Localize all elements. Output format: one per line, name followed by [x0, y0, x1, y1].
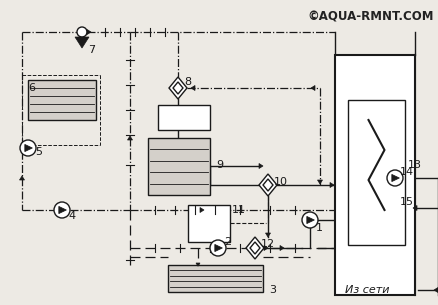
Text: 9: 9 [215, 160, 223, 170]
Text: 4: 4 [68, 211, 75, 221]
Bar [28, 80, 96, 120]
Polygon shape [195, 263, 200, 266]
Polygon shape [317, 180, 322, 184]
Polygon shape [75, 37, 89, 48]
Circle shape [77, 27, 87, 37]
Text: 6: 6 [28, 83, 35, 93]
Bar [334, 55, 414, 295]
Bar [158, 105, 209, 130]
Text: 14: 14 [399, 167, 413, 177]
Text: ©AQUA-RMNT.COM: ©AQUA-RMNT.COM [307, 10, 433, 23]
Text: 13: 13 [407, 160, 421, 170]
Text: 1: 1 [315, 223, 322, 233]
Text: 11: 11 [231, 205, 245, 215]
Polygon shape [19, 176, 25, 180]
Text: 7: 7 [88, 45, 95, 55]
Text: 3: 3 [268, 285, 276, 295]
Polygon shape [329, 182, 333, 188]
Bar [168, 265, 262, 292]
Polygon shape [169, 77, 187, 99]
Bar [187, 205, 230, 242]
Polygon shape [265, 233, 270, 237]
Polygon shape [87, 30, 91, 34]
Polygon shape [200, 207, 204, 213]
Polygon shape [59, 206, 66, 214]
Text: 2: 2 [223, 237, 230, 247]
Polygon shape [127, 136, 132, 140]
Text: 8: 8 [184, 77, 191, 87]
Polygon shape [173, 82, 183, 94]
Text: 10: 10 [273, 177, 287, 187]
Polygon shape [263, 246, 267, 250]
Polygon shape [214, 244, 222, 252]
Text: 12: 12 [261, 239, 275, 249]
Bar [148, 138, 209, 195]
Polygon shape [262, 179, 272, 191]
Circle shape [301, 212, 317, 228]
Polygon shape [245, 237, 263, 259]
Polygon shape [191, 85, 194, 91]
Circle shape [54, 202, 70, 218]
Polygon shape [391, 174, 399, 181]
Polygon shape [25, 144, 32, 152]
Circle shape [209, 240, 226, 256]
Circle shape [386, 170, 402, 186]
Circle shape [20, 140, 36, 156]
Polygon shape [250, 242, 259, 254]
Polygon shape [306, 217, 314, 224]
Text: Из сети: Из сети [344, 285, 389, 295]
Text: 5: 5 [35, 147, 42, 157]
Bar [347, 100, 404, 245]
Polygon shape [412, 206, 416, 210]
Polygon shape [258, 174, 276, 196]
Polygon shape [310, 85, 314, 91]
Polygon shape [433, 288, 437, 292]
Polygon shape [279, 246, 283, 250]
Text: 15: 15 [399, 197, 413, 207]
Polygon shape [258, 163, 262, 168]
